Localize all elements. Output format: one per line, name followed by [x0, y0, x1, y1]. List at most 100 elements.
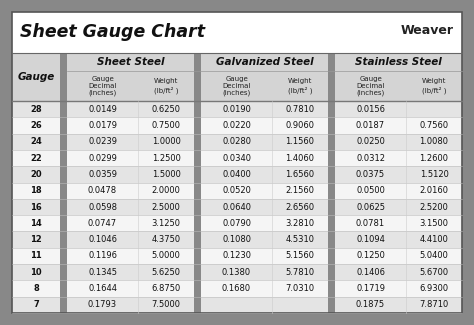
Bar	[67, 150, 194, 166]
Text: 8: 8	[33, 284, 39, 293]
Text: 4.4100: 4.4100	[419, 235, 448, 244]
Text: 0.1644: 0.1644	[88, 284, 117, 293]
Text: 0.0790: 0.0790	[222, 219, 251, 228]
Bar	[67, 264, 194, 280]
Bar	[201, 280, 328, 297]
Text: 20: 20	[30, 170, 42, 179]
Bar	[335, 101, 462, 117]
Text: 0.7560: 0.7560	[419, 121, 448, 130]
Text: 0.0299: 0.0299	[88, 154, 117, 162]
Text: 0.1406: 0.1406	[356, 268, 385, 277]
Text: 0.0640: 0.0640	[222, 202, 251, 212]
Bar	[201, 199, 328, 215]
Text: 0.0220: 0.0220	[222, 121, 251, 130]
Bar	[201, 183, 328, 199]
Bar	[67, 215, 194, 231]
Text: 0.0179: 0.0179	[88, 121, 117, 130]
Text: 1.5120: 1.5120	[419, 170, 448, 179]
Text: Gauge
Decimal
(inches): Gauge Decimal (inches)	[356, 75, 385, 97]
Text: Sheet Steel: Sheet Steel	[97, 57, 164, 67]
Bar	[335, 134, 462, 150]
Text: 1.1560: 1.1560	[285, 137, 315, 146]
Text: 0.0520: 0.0520	[222, 186, 251, 195]
Text: 26: 26	[30, 121, 42, 130]
Bar	[201, 231, 328, 248]
Bar	[67, 231, 194, 248]
Bar	[194, 53, 201, 313]
Bar	[67, 183, 194, 199]
Text: 0.1250: 0.1250	[356, 252, 385, 260]
Text: 1.4060: 1.4060	[285, 154, 315, 162]
Text: 0.1345: 0.1345	[88, 268, 117, 277]
Bar	[201, 248, 328, 264]
Bar	[335, 166, 462, 183]
Bar	[201, 150, 328, 166]
Text: 5.6700: 5.6700	[419, 268, 448, 277]
Text: 1.0000: 1.0000	[152, 137, 181, 146]
Bar	[335, 297, 462, 313]
Text: 0.0156: 0.0156	[356, 105, 385, 114]
Bar	[12, 117, 60, 134]
Bar	[12, 199, 60, 215]
Text: 1.6560: 1.6560	[285, 170, 315, 179]
Text: 0.0625: 0.0625	[356, 202, 385, 212]
Bar	[12, 101, 60, 117]
Text: 24: 24	[30, 137, 42, 146]
Bar	[201, 53, 328, 71]
Bar	[335, 231, 462, 248]
Bar	[60, 53, 67, 313]
Bar	[406, 71, 462, 101]
Bar	[335, 183, 462, 199]
Text: 7.8710: 7.8710	[419, 300, 449, 309]
Text: 0.0747: 0.0747	[88, 219, 117, 228]
Bar	[67, 248, 194, 264]
Text: 0.0400: 0.0400	[222, 170, 251, 179]
Text: Weight
(lb/ft² ): Weight (lb/ft² )	[288, 79, 312, 94]
Text: 4.5310: 4.5310	[285, 235, 315, 244]
Bar	[12, 248, 60, 264]
Bar	[12, 264, 60, 280]
Text: 6.8750: 6.8750	[151, 284, 181, 293]
Text: 11: 11	[30, 252, 42, 260]
Text: Weight
(lb/ft² ): Weight (lb/ft² )	[422, 79, 447, 94]
Text: 0.7810: 0.7810	[285, 105, 315, 114]
Text: 10: 10	[30, 268, 42, 277]
Text: Gauge
Decimal
(inches): Gauge Decimal (inches)	[222, 75, 251, 97]
Bar	[335, 53, 462, 71]
Bar	[201, 297, 328, 313]
Text: 4.3750: 4.3750	[152, 235, 181, 244]
Text: 0.1680: 0.1680	[222, 284, 251, 293]
Text: Weight
(lb/ft² ): Weight (lb/ft² )	[154, 79, 178, 94]
Text: 0.9060: 0.9060	[285, 121, 315, 130]
Bar	[335, 280, 462, 297]
Text: 0.0478: 0.0478	[88, 186, 117, 195]
Text: 12: 12	[30, 235, 42, 244]
Text: 2.1560: 2.1560	[285, 186, 315, 195]
Text: 2.6560: 2.6560	[285, 202, 315, 212]
Text: 5.1560: 5.1560	[285, 252, 315, 260]
Bar	[67, 101, 194, 117]
Text: 0.7500: 0.7500	[152, 121, 181, 130]
Bar	[67, 297, 194, 313]
Text: Sheet Gauge Chart: Sheet Gauge Chart	[20, 23, 205, 41]
Text: 7: 7	[33, 300, 39, 309]
Text: 0.0598: 0.0598	[88, 202, 117, 212]
Bar	[12, 280, 60, 297]
Text: 0.0187: 0.0187	[356, 121, 385, 130]
Text: Weaver: Weaver	[401, 23, 454, 36]
Text: 0.1094: 0.1094	[356, 235, 385, 244]
Bar	[12, 150, 60, 166]
Bar	[12, 166, 60, 183]
Text: 5.0400: 5.0400	[419, 252, 448, 260]
Text: 2.0160: 2.0160	[419, 186, 448, 195]
Bar	[67, 71, 138, 101]
Text: 22: 22	[30, 154, 42, 162]
Text: 5.6250: 5.6250	[152, 268, 181, 277]
Text: 1.0080: 1.0080	[419, 137, 448, 146]
Text: 0.0340: 0.0340	[222, 154, 251, 162]
Bar	[335, 150, 462, 166]
Text: 0.0359: 0.0359	[88, 170, 117, 179]
Text: 7.5000: 7.5000	[152, 300, 181, 309]
Text: 16: 16	[30, 202, 42, 212]
Bar	[67, 280, 194, 297]
